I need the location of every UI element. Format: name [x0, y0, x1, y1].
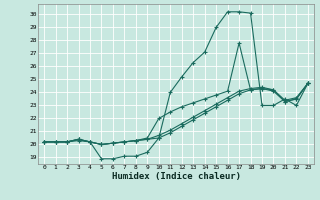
X-axis label: Humidex (Indice chaleur): Humidex (Indice chaleur) — [111, 172, 241, 181]
